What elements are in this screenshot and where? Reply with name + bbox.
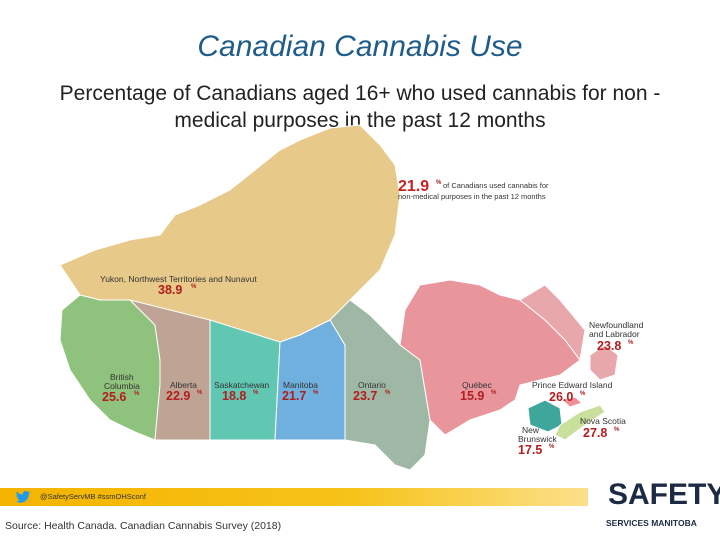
region-pe-pct: % xyxy=(580,391,586,397)
region-mb-value: 21.7 xyxy=(282,389,306,403)
region-bc-label-1: British xyxy=(110,372,134,382)
region-nl-label-2: and Labrador xyxy=(589,329,640,339)
callout-value: 21.9 xyxy=(398,178,429,195)
region-ns-label: Nova Scotia xyxy=(580,416,626,426)
region-on xyxy=(329,299,431,471)
region-sk-label: Saskatchewan xyxy=(214,380,270,390)
region-nl-island xyxy=(589,344,619,381)
region-nl xyxy=(519,284,586,362)
region-qc-value: 15.9 xyxy=(460,389,484,403)
region-nb-pct: % xyxy=(549,444,555,450)
region-nb-label-1: New xyxy=(522,425,540,435)
region-pe-value: 26.0 xyxy=(549,390,573,404)
safety-services-logo: SAFETY SERVICES MANITOBA xyxy=(590,476,720,536)
region-sk-value: 18.8 xyxy=(222,389,246,403)
region-ns-value: 27.8 xyxy=(583,426,607,440)
region-ab-label: Alberta xyxy=(170,380,197,390)
region-bc-label-2: Columbia xyxy=(104,381,140,391)
region-bc xyxy=(59,294,161,441)
region-on-value: 23.7 xyxy=(353,389,377,403)
region-ab-pct: % xyxy=(197,390,203,396)
region-nb-value: 17.5 xyxy=(518,443,542,457)
region-nl-label-1: Newfoundland xyxy=(589,320,644,330)
region-nl-value: 23.8 xyxy=(597,339,621,353)
region-on-label: Ontario xyxy=(358,380,386,390)
page-title: Canadian Cannabis Use xyxy=(197,30,523,63)
region-sk-pct: % xyxy=(253,390,259,396)
region-bc-value: 25.6 xyxy=(102,390,126,404)
region-north-label: Yukon, Northwest Territories and Nunavut xyxy=(100,274,257,284)
page-subtitle: Percentage of Canadians aged 16+ who use… xyxy=(59,82,661,132)
footer-bar xyxy=(0,488,588,506)
region-ns-pct: % xyxy=(614,427,620,433)
source-note: Source: Health Canada. Canadian Cannabis… xyxy=(5,520,282,532)
region-pe-label: Prince Edward Island xyxy=(532,380,613,390)
region-pe xyxy=(560,396,583,408)
twitter-icon xyxy=(15,491,31,503)
callout-text-line2: non-medical purposes in the past 12 mont… xyxy=(398,192,546,201)
region-mb-label: Manitoba xyxy=(283,380,318,390)
region-nl-pct: % xyxy=(628,340,634,346)
national-callout: 21.9 % of Canadians used cannabis for no… xyxy=(398,178,549,201)
logo-wordmark: SAFETY xyxy=(608,478,720,511)
region-on-pct: % xyxy=(385,390,391,396)
region-ns xyxy=(554,404,606,441)
region-bc-pct: % xyxy=(134,391,140,397)
callout-text-line1: of Canadians used cannabis for xyxy=(443,181,549,190)
callout-pct-sign: % xyxy=(436,180,442,186)
region-qc-pct: % xyxy=(491,390,497,396)
region-mb-pct: % xyxy=(313,390,319,396)
region-north-value: 38.9 xyxy=(158,283,182,297)
region-ab-value: 22.9 xyxy=(166,389,190,403)
region-north-pct: % xyxy=(191,284,197,290)
social-handle: @SafetyServMB #ssmOHSconf xyxy=(40,492,146,501)
region-qc xyxy=(399,279,581,436)
logo-subtitle: SERVICES MANITOBA xyxy=(606,518,697,528)
region-qc-label: Québec xyxy=(462,380,493,390)
region-nb-label-2: Brunswick xyxy=(518,434,557,444)
